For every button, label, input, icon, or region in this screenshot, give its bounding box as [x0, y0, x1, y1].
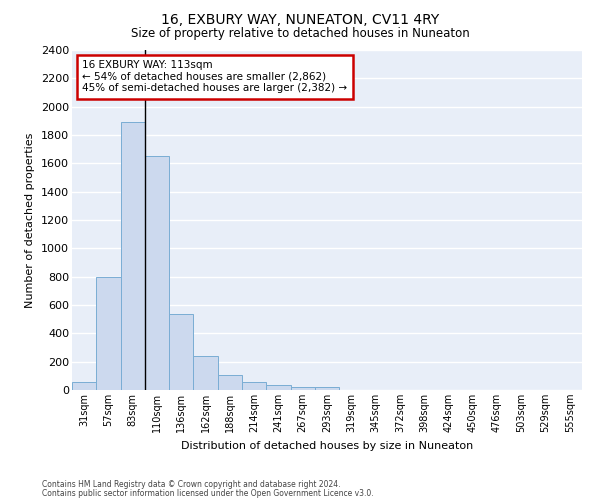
- Bar: [96, 276, 121, 390]
- X-axis label: Distribution of detached houses by size in Nuneaton: Distribution of detached houses by size …: [181, 440, 473, 450]
- Y-axis label: Number of detached properties: Number of detached properties: [25, 132, 35, 308]
- Bar: [121, 122, 145, 390]
- Text: 16, EXBURY WAY, NUNEATON, CV11 4RY: 16, EXBURY WAY, NUNEATON, CV11 4RY: [161, 12, 439, 26]
- Text: Size of property relative to detached houses in Nuneaton: Size of property relative to detached ho…: [131, 28, 469, 40]
- Bar: [266, 385, 290, 390]
- Bar: [242, 382, 266, 390]
- Bar: [218, 374, 242, 390]
- Bar: [315, 388, 339, 390]
- Bar: [145, 156, 169, 390]
- Text: 16 EXBURY WAY: 113sqm
← 54% of detached houses are smaller (2,862)
45% of semi-d: 16 EXBURY WAY: 113sqm ← 54% of detached …: [82, 60, 347, 94]
- Bar: [193, 356, 218, 390]
- Text: Contains public sector information licensed under the Open Government Licence v3: Contains public sector information licen…: [42, 488, 374, 498]
- Bar: [169, 314, 193, 390]
- Text: Contains HM Land Registry data © Crown copyright and database right 2024.: Contains HM Land Registry data © Crown c…: [42, 480, 341, 489]
- Bar: [290, 387, 315, 390]
- Bar: [72, 382, 96, 390]
